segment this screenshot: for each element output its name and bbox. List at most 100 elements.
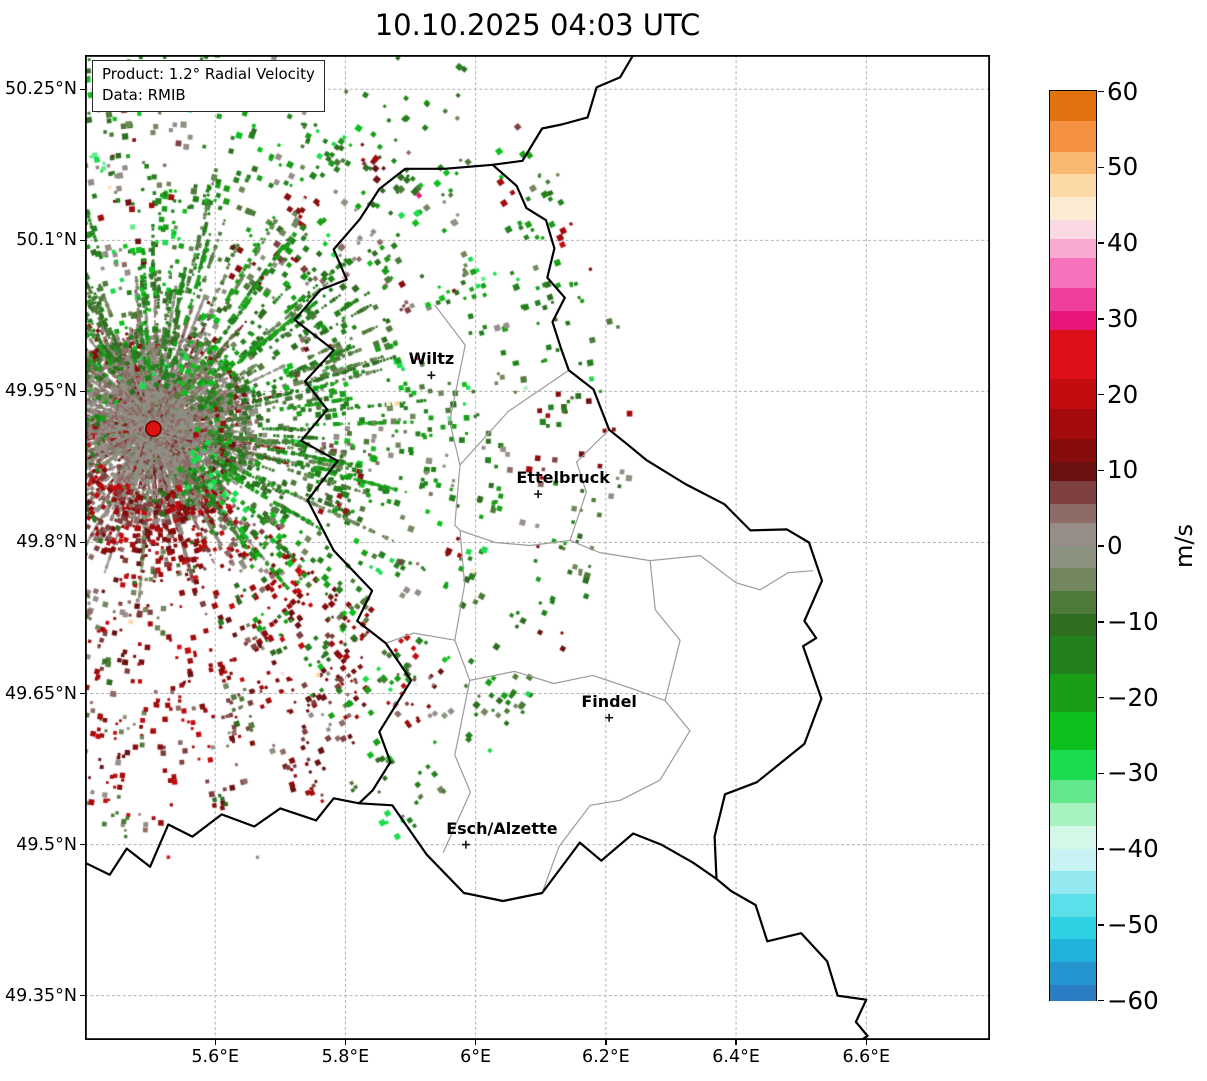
colorbar-tick-label: −50 <box>1107 909 1159 939</box>
neighbor-country-border <box>715 878 869 1040</box>
colorbar-tick-label: −10 <box>1107 606 1159 636</box>
colorbar-tick-label: −60 <box>1107 985 1159 1015</box>
colorbar-band <box>1050 750 1096 781</box>
x-tick-label: 6°E <box>460 1047 492 1067</box>
colorbar-tick-mark <box>1098 242 1104 244</box>
colorbar-band <box>1050 91 1096 122</box>
y-tick-label: 49.95°N <box>5 381 77 402</box>
city-marker <box>427 371 436 380</box>
canton-border <box>459 369 570 466</box>
colorbar-band <box>1050 462 1096 482</box>
colorbar-band <box>1050 481 1096 505</box>
colorbar-tick-label: −20 <box>1107 682 1159 712</box>
colorbar-band <box>1050 893 1096 918</box>
colorbar-band <box>1050 984 1096 1001</box>
colorbar-tick-label: −30 <box>1107 758 1159 788</box>
canton-border <box>434 304 471 853</box>
colorbar-tick-mark <box>1098 848 1104 850</box>
colorbar-band <box>1050 409 1096 441</box>
radar-echo-layer <box>85 55 990 1040</box>
colorbar-tick-mark <box>1098 924 1104 926</box>
y-tick-label: 49.65°N <box>5 683 77 704</box>
radar-site-marker <box>145 420 162 438</box>
x-tick-mark <box>865 1040 867 1045</box>
canton-border <box>469 670 666 702</box>
x-tick-label: 5.6°E <box>191 1047 240 1067</box>
y-tick-label: 50.25°N <box>5 79 77 100</box>
canton-border <box>459 529 651 562</box>
colorbar-band <box>1050 151 1096 175</box>
colorbar-band <box>1050 871 1096 895</box>
colorbar-band <box>1050 780 1096 804</box>
colorbar-band <box>1050 439 1096 463</box>
y-tick-mark <box>80 994 85 997</box>
x-tick-label: 6.4°E <box>712 1047 760 1067</box>
colorbar-band <box>1050 545 1096 569</box>
x-tick-mark <box>474 1040 477 1045</box>
colorbar-band <box>1050 636 1096 675</box>
y-tick-mark <box>80 239 85 241</box>
colorbar-tick-mark <box>1098 166 1104 169</box>
colorbar-tick-mark <box>1098 696 1104 699</box>
canton-border <box>569 429 610 541</box>
colorbar-band <box>1050 674 1096 713</box>
colorbar-band <box>1050 522 1096 547</box>
colorbar-band <box>1050 238 1096 259</box>
x-tick-label: 6.2°E <box>582 1047 630 1067</box>
colorbar-band <box>1050 287 1096 312</box>
colorbar-tick-label: 50 <box>1107 152 1139 182</box>
colorbar-tick-mark <box>1098 393 1104 396</box>
colorbar-band <box>1050 378 1096 410</box>
city-marker <box>461 840 470 849</box>
colorbar-band <box>1050 310 1096 331</box>
y-tick-mark <box>80 692 85 695</box>
colorbar-band <box>1050 712 1096 751</box>
canton-border <box>385 632 455 644</box>
x-tick-mark <box>344 1040 347 1045</box>
colorbar-tick-label: 30 <box>1107 303 1139 333</box>
colorbar-tick-mark <box>1098 772 1104 775</box>
colorbar-tick-label: 40 <box>1107 228 1139 258</box>
x-tick-label: 5.8°E <box>321 1047 370 1067</box>
colorbar-band <box>1050 329 1096 380</box>
y-tick-label: 49.8°N <box>16 532 77 553</box>
colorbar-band <box>1050 197 1096 221</box>
colorbar-band <box>1050 257 1096 289</box>
plot-title: 10.10.2025 04:03 UTC <box>374 8 701 42</box>
colorbar-band <box>1050 219 1096 240</box>
neighbor-country-border <box>85 797 360 876</box>
colorbar-tick-label: 60 <box>1107 76 1139 106</box>
colorbar-band <box>1050 503 1096 524</box>
plot-frame <box>85 55 990 1040</box>
colorbar-tick-label: −40 <box>1107 834 1159 864</box>
city-label: Wiltz <box>408 349 455 369</box>
y-tick-mark <box>80 390 85 393</box>
x-tick-label: 6.6°E <box>842 1047 891 1067</box>
colorbar-tick-label: 0 <box>1107 531 1123 561</box>
y-tick-label: 49.5°N <box>16 834 77 855</box>
colorbar-band <box>1050 825 1096 850</box>
y-tick-mark <box>80 88 85 90</box>
canton-border <box>541 560 691 894</box>
product-info-box: Product: 1.2° Radial Velocity Data: RMIB <box>92 60 325 112</box>
map-plot-area: Product: 1.2° Radial Velocity Data: RMIB… <box>85 55 990 1040</box>
city-marker <box>605 713 614 722</box>
colorbar-tick-mark <box>1098 469 1104 472</box>
y-tick-mark <box>80 843 85 846</box>
colorbar-band <box>1050 121 1096 153</box>
city-marker <box>534 490 543 499</box>
colorbar-band <box>1050 916 1096 940</box>
x-tick-mark <box>735 1040 737 1045</box>
colorbar-band <box>1050 174 1096 198</box>
data-source-label: Data: RMIB <box>102 86 186 104</box>
colorbar-tick-mark <box>1098 318 1104 320</box>
colorbar-tick-mark <box>1098 999 1104 1002</box>
colorbar-tick-label: 10 <box>1107 455 1139 485</box>
colorbar-tick-mark <box>1098 90 1104 93</box>
city-label: Findel <box>581 691 637 711</box>
colorbar-tick-mark <box>1098 621 1104 623</box>
colorbar-band <box>1050 939 1096 963</box>
colorbar-band <box>1050 568 1096 592</box>
colorbar-units-label: m/s <box>1170 524 1198 568</box>
